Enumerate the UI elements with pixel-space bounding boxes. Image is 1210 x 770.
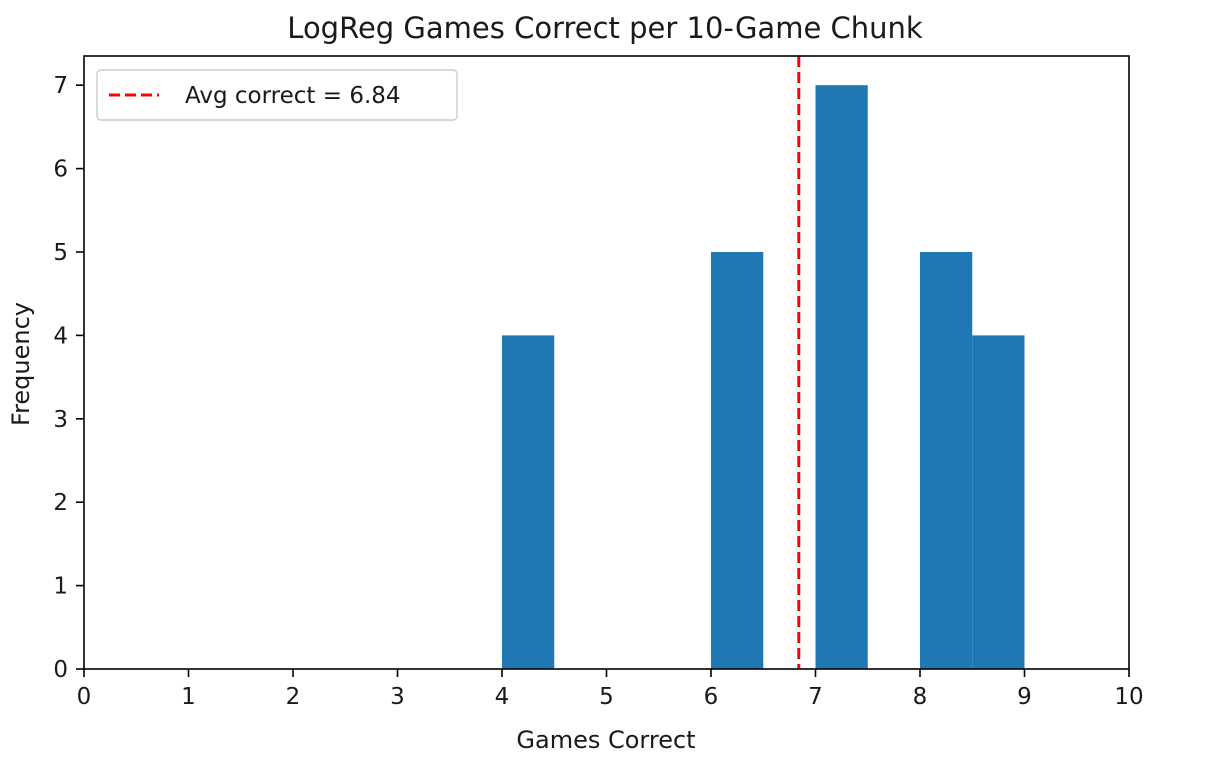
y-tick-label: 0 [53,657,68,683]
legend-entry-label: Avg correct = 6.84 [185,83,401,109]
bar-series [502,85,1025,670]
y-tick-label: 4 [53,323,68,349]
x-tick-label: 0 [77,684,92,710]
chart-title: LogReg Games Correct per 10-Game Chunk [287,11,923,45]
histogram-bar [711,251,764,670]
x-tick-label: 6 [704,684,719,710]
histogram-bar [972,335,1025,669]
axes: 0 1 2 3 4 5 6 7 8 9 10 0 1 2 3 4 5 6 7 [53,55,1144,710]
x-tick-label: 9 [1017,684,1032,710]
y-tick-label: 1 [53,574,68,600]
histogram-bar [815,85,868,669]
legend-box [96,69,458,121]
x-tick-label: 3 [390,684,405,710]
x-tick-label: 5 [599,684,614,710]
y-tick-label: 2 [53,490,68,516]
x-tick-label: 8 [913,684,928,710]
y-axis-label: Frequency [7,302,35,426]
x-tick-label: 1 [181,684,196,710]
x-axis-label: Games Correct [516,726,695,754]
y-tick-label: 3 [53,407,68,433]
x-tick-label: 4 [495,684,510,710]
x-tick-label: 10 [1114,684,1143,710]
y-tick-label: 7 [53,73,68,99]
y-tick-label: 5 [53,240,68,266]
legend: Avg correct = 6.84 [96,69,458,121]
histogram-bar [502,335,555,669]
histogram-bar [920,251,973,670]
x-tick-label: 2 [286,684,301,710]
x-tick-label: 7 [808,684,823,710]
y-tick-label: 6 [53,157,68,183]
